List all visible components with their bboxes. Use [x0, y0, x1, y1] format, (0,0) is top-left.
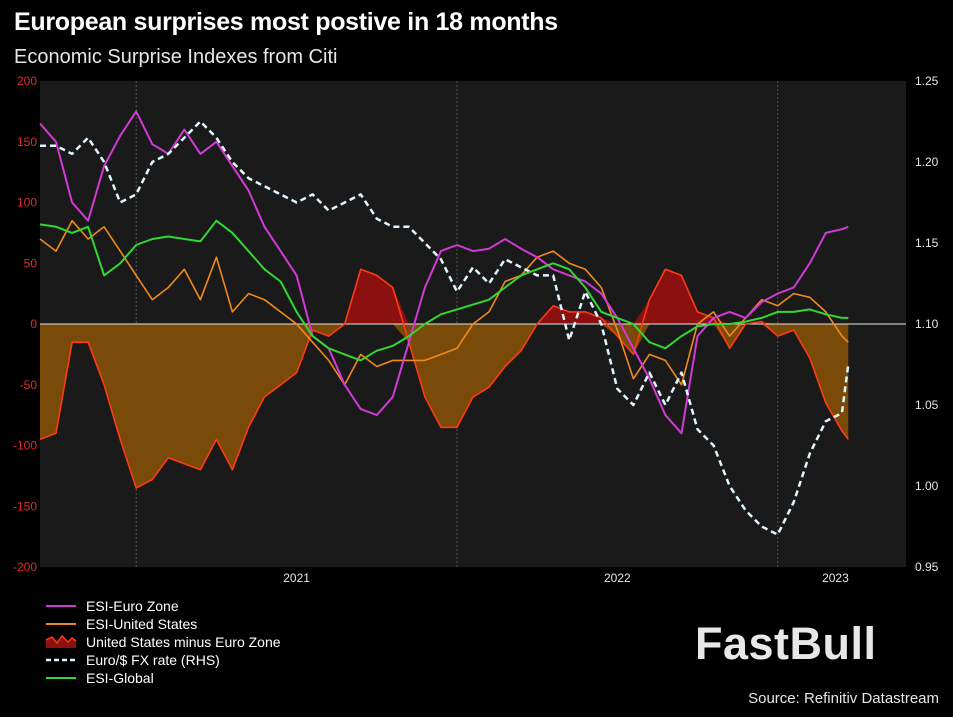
legend-label-global: ESI-Global: [86, 670, 154, 686]
left-tick-label-7: 150: [17, 135, 37, 149]
legend-label-fx: Euro/$ FX rate (RHS): [86, 652, 220, 668]
left-tick-label-3: -50: [20, 378, 38, 392]
x-tick-label-2: 2023: [822, 571, 849, 585]
legend: ESI-Euro Zone ESI-United States United S…: [44, 597, 281, 687]
x-tick-label-1: 2022: [604, 571, 631, 585]
right-tick-label-2: 1.05: [915, 398, 939, 412]
diff-area-negative: [40, 324, 849, 489]
right-axis-ticks: 0.95 1.00 1.05 1.10 1.15 1.20 1.25: [915, 74, 939, 574]
legend-swatch-global: [46, 677, 76, 679]
series-lines: [39, 110, 850, 536]
left-axis-ticks: -200 -150 -100 -50 0 50 100 150 200: [13, 74, 37, 574]
x-tick-label-0: 2021: [283, 571, 310, 585]
right-tick-label-4: 1.15: [915, 236, 939, 250]
source-note: Source: Refinitiv Datastream: [748, 690, 939, 707]
legend-item-global: ESI-Global: [44, 669, 281, 687]
legend-label-euro-zone: ESI-Euro Zone: [86, 598, 179, 614]
right-tick-label-3: 1.10: [915, 317, 939, 331]
chart-subtitle: Economic Surprise Indexes from Citi: [14, 46, 338, 68]
right-tick-label-1: 1.00: [915, 479, 939, 493]
legend-swatch-us-minus-ez: [45, 634, 77, 648]
left-tick-label-6: 100: [17, 196, 37, 210]
right-tick-label-6: 1.25: [915, 74, 939, 88]
left-tick-label-0: -200: [13, 560, 37, 574]
legend-label-us-minus-ez: United States minus Euro Zone: [86, 634, 281, 650]
chart-title: European surprises most postive in 18 mo…: [14, 8, 558, 36]
legend-swatch-fx: [46, 658, 76, 662]
series-line-euro-zone: [39, 110, 849, 435]
legend-swatch-united-states: [46, 623, 76, 625]
legend-swatch-euro-zone: [46, 605, 76, 607]
legend-label-united-states: ESI-United States: [86, 616, 198, 632]
series-line-fx: [40, 120, 850, 536]
series-line-global: [39, 219, 849, 362]
left-tick-label-2: -100: [13, 439, 37, 453]
legend-item-euro-zone: ESI-Euro Zone: [44, 597, 281, 615]
left-tick-label-4: 0: [30, 317, 37, 331]
fastbull-logo: FastBull: [695, 618, 877, 669]
left-tick-label-5: 50: [24, 256, 38, 270]
legend-item-us-minus-ez: United States minus Euro Zone: [44, 633, 281, 651]
legend-item-united-states: ESI-United States: [44, 615, 281, 633]
right-tick-label-5: 1.20: [915, 155, 939, 169]
legend-item-fx: Euro/$ FX rate (RHS): [44, 651, 281, 669]
x-axis-ticks: 2021 2022 2023: [283, 571, 849, 585]
left-tick-label-8: 200: [17, 74, 37, 88]
left-tick-label-1: -150: [13, 499, 37, 513]
series-line-us-minus-ez: [39, 268, 849, 489]
right-tick-label-0: 0.95: [915, 560, 939, 574]
